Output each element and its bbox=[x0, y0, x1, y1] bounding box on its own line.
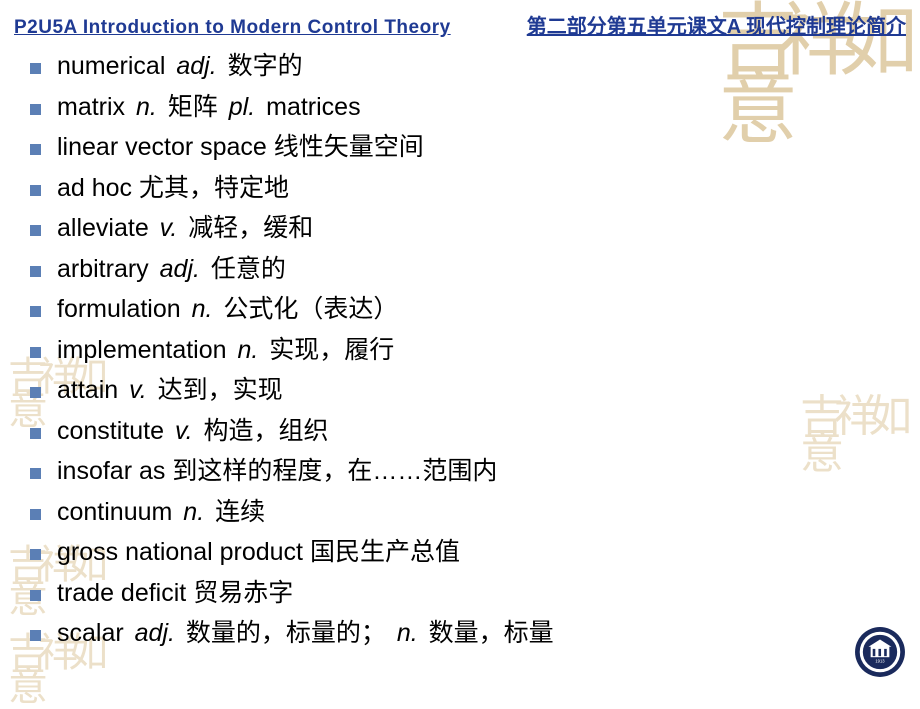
term: arbitrary bbox=[57, 255, 156, 283]
part-of-speech: v. bbox=[129, 376, 154, 404]
part-of-speech: v. bbox=[160, 214, 185, 242]
vocab-text: trade deficit 贸易赤字 bbox=[57, 575, 293, 613]
university-logo: 1913 bbox=[854, 626, 906, 678]
definition: 线性矢量空间 bbox=[274, 133, 424, 161]
header-right: 第二部分第五单元课文A 现代控制理论简介 bbox=[527, 10, 906, 39]
vocab-item: trade deficit 贸易赤字 bbox=[30, 575, 880, 613]
vocab-item: numerical adj. 数字的 bbox=[30, 48, 880, 86]
slide-header: P2U5A Introduction to Modern Control The… bbox=[14, 10, 906, 39]
bullet-icon bbox=[30, 225, 41, 236]
extra-pos: n. bbox=[397, 619, 425, 647]
vocab-text: matrix n. 矩阵 pl. matrices bbox=[57, 89, 361, 127]
extra-text: matrices bbox=[266, 93, 360, 121]
term: insofar as bbox=[57, 457, 172, 485]
term: ad hoc bbox=[57, 174, 139, 202]
vocab-text: insofar as 到这样的程度，在……范围内 bbox=[57, 453, 497, 491]
vocab-item: implementation n. 实现，履行 bbox=[30, 332, 880, 370]
definition: 到这样的程度，在……范围内 bbox=[172, 457, 497, 485]
part-of-speech: n. bbox=[192, 295, 220, 323]
bullet-icon bbox=[30, 428, 41, 439]
vocab-item: scalar adj. 数量的，标量的； n. 数量，标量 bbox=[30, 615, 880, 653]
vocab-item: arbitrary adj. 任意的 bbox=[30, 251, 880, 289]
vocab-text: alleviate v. 减轻，缓和 bbox=[57, 210, 313, 248]
term: gross national product bbox=[57, 538, 310, 566]
bullet-icon bbox=[30, 266, 41, 277]
vocab-item: constitute v. 构造，组织 bbox=[30, 413, 880, 451]
vocab-item: gross national product 国民生产总值 bbox=[30, 534, 880, 572]
definition: 任意的 bbox=[211, 255, 286, 283]
definition: 数字的 bbox=[228, 52, 303, 80]
extra-definition: 数量，标量 bbox=[429, 619, 554, 647]
vocab-text: scalar adj. 数量的，标量的； n. 数量，标量 bbox=[57, 615, 554, 653]
vocab-text: formulation n. 公式化（表达） bbox=[57, 291, 398, 329]
vocab-item: formulation n. 公式化（表达） bbox=[30, 291, 880, 329]
vocab-text: constitute v. 构造，组织 bbox=[57, 413, 329, 451]
vocab-item: matrix n. 矩阵 pl. matrices bbox=[30, 89, 880, 127]
vocab-item: linear vector space 线性矢量空间 bbox=[30, 129, 880, 167]
vocab-list: numerical adj. 数字的matrix n. 矩阵 pl. matri… bbox=[30, 48, 880, 656]
part-of-speech: n. bbox=[136, 93, 164, 121]
bullet-icon bbox=[30, 306, 41, 317]
part-of-speech: adj. bbox=[160, 255, 207, 283]
definition: 构造，组织 bbox=[204, 417, 329, 445]
vocab-item: ad hoc 尤其，特定地 bbox=[30, 170, 880, 208]
definition: 连续 bbox=[215, 498, 265, 526]
term: continuum bbox=[57, 498, 179, 526]
vocab-text: linear vector space 线性矢量空间 bbox=[57, 129, 424, 167]
bullet-icon bbox=[30, 185, 41, 196]
vocab-text: numerical adj. 数字的 bbox=[57, 48, 303, 86]
term: numerical bbox=[57, 52, 172, 80]
term: attain bbox=[57, 376, 125, 404]
extra-pos: pl. bbox=[229, 93, 262, 121]
vocab-text: gross national product 国民生产总值 bbox=[57, 534, 460, 572]
definition: 国民生产总值 bbox=[310, 538, 460, 566]
term: formulation bbox=[57, 295, 188, 323]
vocab-text: ad hoc 尤其，特定地 bbox=[57, 170, 289, 208]
definition: 达到，实现 bbox=[158, 376, 283, 404]
vocab-item: attain v. 达到，实现 bbox=[30, 372, 880, 410]
term: linear vector space bbox=[57, 133, 274, 161]
term: matrix bbox=[57, 93, 132, 121]
bullet-icon bbox=[30, 468, 41, 479]
term: trade deficit bbox=[57, 579, 193, 607]
bullet-icon bbox=[30, 630, 41, 641]
term: constitute bbox=[57, 417, 171, 445]
slide: 吉祥如意 吉祥如意 吉祥如意 吉祥如意 吉祥如意 P2U5A Introduct… bbox=[0, 0, 920, 690]
definition: 尤其，特定地 bbox=[139, 174, 289, 202]
term: alleviate bbox=[57, 214, 156, 242]
term: scalar bbox=[57, 619, 131, 647]
definition: 公式化（表达） bbox=[223, 295, 398, 323]
bullet-icon bbox=[30, 104, 41, 115]
bullet-icon bbox=[30, 549, 41, 560]
vocab-item: alleviate v. 减轻，缓和 bbox=[30, 210, 880, 248]
bullet-icon bbox=[30, 347, 41, 358]
vocab-text: implementation n. 实现，履行 bbox=[57, 332, 394, 370]
definition: 实现，履行 bbox=[269, 336, 394, 364]
definition: 数量的，标量的； bbox=[186, 619, 386, 647]
part-of-speech: adj. bbox=[135, 619, 182, 647]
part-of-speech: n. bbox=[183, 498, 211, 526]
definition: 贸易赤字 bbox=[193, 579, 293, 607]
vocab-text: arbitrary adj. 任意的 bbox=[57, 251, 286, 289]
part-of-speech: v. bbox=[175, 417, 200, 445]
bullet-icon bbox=[30, 590, 41, 601]
bullet-icon bbox=[30, 63, 41, 74]
part-of-speech: adj. bbox=[176, 52, 223, 80]
vocab-item: insofar as 到这样的程度，在……范围内 bbox=[30, 453, 880, 491]
bullet-icon bbox=[30, 509, 41, 520]
definition: 减轻，缓和 bbox=[188, 214, 313, 242]
vocab-text: attain v. 达到，实现 bbox=[57, 372, 283, 410]
vocab-text: continuum n. 连续 bbox=[57, 494, 265, 532]
definition: 矩阵 bbox=[168, 93, 218, 121]
bullet-icon bbox=[30, 144, 41, 155]
vocab-item: continuum n. 连续 bbox=[30, 494, 880, 532]
bullet-icon bbox=[30, 387, 41, 398]
header-left: P2U5A Introduction to Modern Control The… bbox=[14, 17, 451, 39]
logo-year: 1913 bbox=[875, 658, 885, 663]
term: implementation bbox=[57, 336, 233, 364]
part-of-speech: n. bbox=[237, 336, 265, 364]
